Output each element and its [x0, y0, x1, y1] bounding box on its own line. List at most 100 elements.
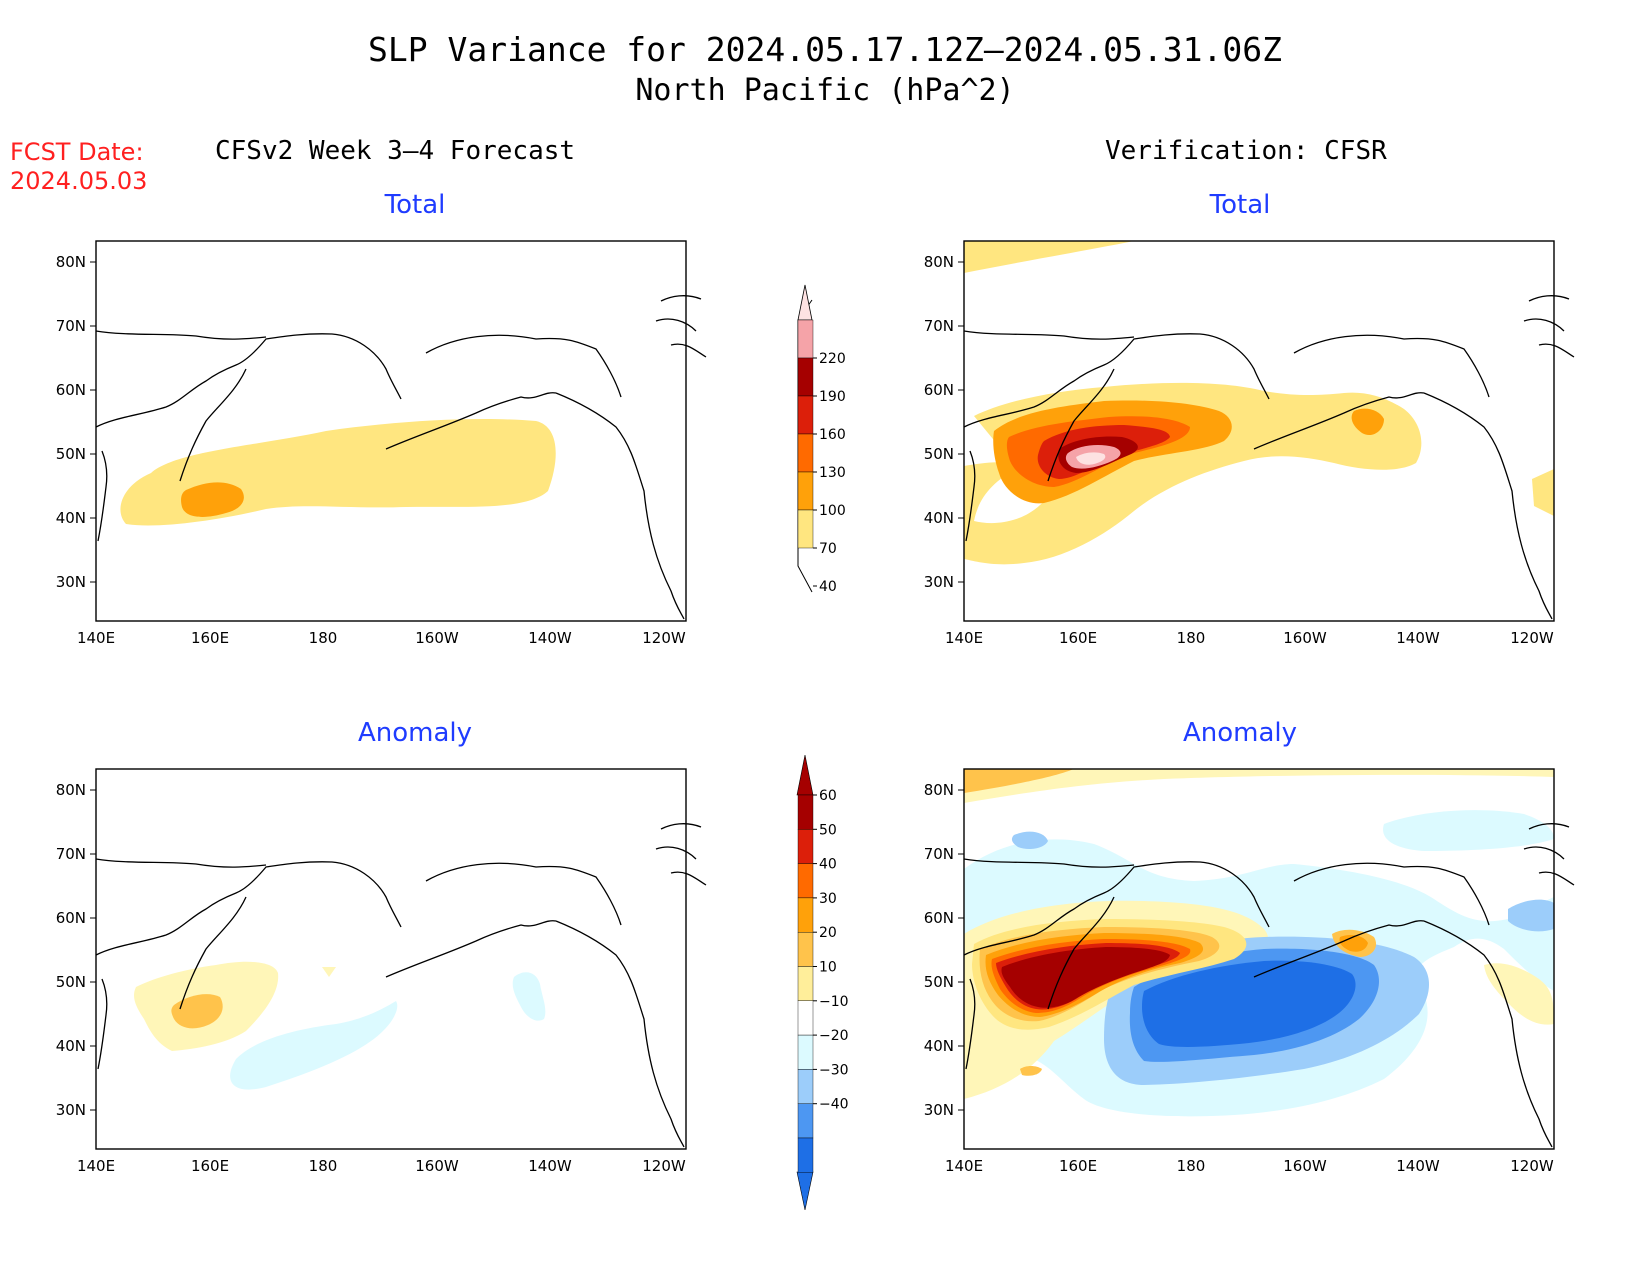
forecast-total-title: Total	[384, 190, 446, 220]
verification-total-title: Total	[1209, 190, 1271, 220]
lat-tick-label: 30N	[56, 1101, 86, 1119]
colorbar-label: 10	[819, 960, 837, 976]
coastline-aleutians	[1253, 392, 1425, 450]
colorbar-label: 30	[819, 891, 837, 907]
colorbar-swatch	[797, 1034, 814, 1070]
coastline-islands-ne	[655, 295, 707, 358]
map-frame	[95, 768, 687, 1150]
forecast-anomaly-title: Anomaly	[357, 718, 473, 748]
main-title: SLP Variance for 2024.05.17.12Z–2024.05.…	[368, 30, 1282, 69]
shade-pale-cyan	[230, 1001, 398, 1090]
colorbar-swatch	[797, 1000, 814, 1036]
colorbar-top-arrow	[796, 755, 814, 796]
lat-tick-label: 40N	[56, 509, 86, 527]
lat-tick-label: 80N	[56, 781, 86, 799]
colorbar-label: 60	[819, 788, 837, 804]
contour-fill	[964, 769, 1554, 1117]
forecast-date-label: FCST Date:	[10, 138, 144, 166]
lat-axis: 80N 70N 60N 50N 40N 30N	[924, 253, 964, 591]
colorbar-swatch	[797, 1137, 814, 1173]
coastline-chukotka	[95, 858, 267, 868]
map-frame	[963, 768, 1555, 1150]
colorbar-swatch	[797, 509, 814, 549]
lon-tick-label: 180	[309, 1157, 338, 1175]
lat-axis: 80N 70N 60N 50N 40N 30N	[56, 253, 96, 591]
lat-tick-label: 60N	[924, 909, 954, 927]
coastline-japan	[965, 978, 976, 1070]
colorbar-swatch	[797, 395, 814, 435]
shade-yellow-north	[964, 241, 1134, 273]
map-frame	[95, 240, 687, 622]
lon-tick-label: 160W	[415, 629, 459, 647]
lat-axis: 80N 70N 60N 50N 40N 30N	[924, 781, 964, 1119]
coastline-kamchatka	[179, 896, 247, 1010]
shade-orange-east	[1351, 408, 1384, 436]
lat-tick-label: 60N	[924, 381, 954, 399]
colorbar-swatch	[797, 897, 814, 933]
coastline	[963, 295, 1575, 620]
colorbar-swatch	[797, 966, 814, 1001]
colorbar-label: 40	[819, 579, 837, 595]
coastline-japan	[965, 450, 976, 542]
coastline-na-west	[1423, 920, 1553, 1148]
lon-tick-label: 140W	[1396, 629, 1440, 647]
coastline-na-west	[1423, 392, 1553, 620]
lon-tick-label: 180	[1177, 629, 1206, 647]
lat-tick-label: 70N	[924, 845, 954, 863]
lat-tick-label: 50N	[56, 973, 86, 991]
coastline-na-west	[555, 392, 685, 620]
colorbar-swatch	[797, 931, 814, 967]
lat-axis: 80N 70N 60N 50N 40N 30N	[56, 781, 96, 1119]
shade-light-pink	[1076, 452, 1106, 465]
shade-deep-blue	[1142, 960, 1356, 1047]
lon-tick-label: 140E	[77, 1157, 115, 1175]
coastline-islands-ne	[1523, 823, 1575, 886]
colorbar-label: −10	[819, 994, 849, 1010]
colorbar-label: 50	[819, 822, 837, 838]
coastline-kamchatka	[179, 368, 247, 482]
colorbar-label: 70	[819, 541, 837, 557]
lat-tick-label: 40N	[924, 509, 954, 527]
verification-anomaly-map: 80N 70N 60N 50N 40N 30N 140E 160E 180 16…	[924, 768, 1575, 1175]
shade-yellow-north	[964, 769, 1554, 803]
lat-tick-label: 70N	[56, 317, 86, 335]
coastline-chukotka	[963, 330, 1135, 340]
verification-anomaly-title: Anomaly	[1182, 718, 1298, 748]
coastline-asia	[95, 333, 402, 428]
lat-tick-label: 30N	[56, 573, 86, 591]
coastline-na-west	[555, 920, 685, 1148]
colorbar-label: −30	[819, 1062, 849, 1078]
lat-tick-label: 40N	[56, 1037, 86, 1055]
colorbar-swatch	[797, 1069, 814, 1104]
colorbar-total: 220 190 160 130 100 70 40	[797, 284, 846, 595]
lon-tick-label: 120W	[642, 1157, 686, 1175]
lat-tick-label: 70N	[924, 317, 954, 335]
verification-column-title: Verification: CFSR	[1105, 136, 1387, 166]
shade-pale-yellow-east	[1484, 963, 1554, 1025]
colorbar-label: −40	[819, 1097, 849, 1113]
map-frame	[963, 240, 1555, 622]
lon-tick-label: 120W	[1510, 629, 1554, 647]
colorbar-label: 20	[819, 925, 837, 941]
coastline-aleutians	[385, 920, 557, 978]
lat-tick-label: 80N	[924, 253, 954, 271]
coastline-aleutians	[385, 392, 557, 450]
colorbar-swatch	[797, 433, 814, 473]
shade-pale-yellow-dot	[322, 967, 336, 977]
coastline-japan	[97, 978, 108, 1070]
lon-tick-label: 140W	[1396, 1157, 1440, 1175]
lon-tick-label: 160E	[191, 1157, 229, 1175]
coastline-alaska	[1293, 862, 1490, 926]
lon-tick-label: 120W	[1510, 1157, 1554, 1175]
lat-tick-label: 60N	[56, 909, 86, 927]
coastline-islands-ne	[1523, 295, 1575, 358]
coastline	[95, 823, 707, 1148]
colorbar-swatch	[797, 794, 814, 830]
shade-light-blue-west	[1011, 831, 1048, 849]
lat-tick-label: 70N	[56, 845, 86, 863]
colorbar-label: 100	[819, 503, 846, 519]
colorbar-swatch	[797, 1103, 814, 1139]
colorbar-anomaly: 60 50 40 30 20 10 −10 −20 −30 −40	[796, 755, 849, 1210]
shade-orange	[181, 482, 244, 517]
lon-tick-label: 160W	[1283, 629, 1327, 647]
